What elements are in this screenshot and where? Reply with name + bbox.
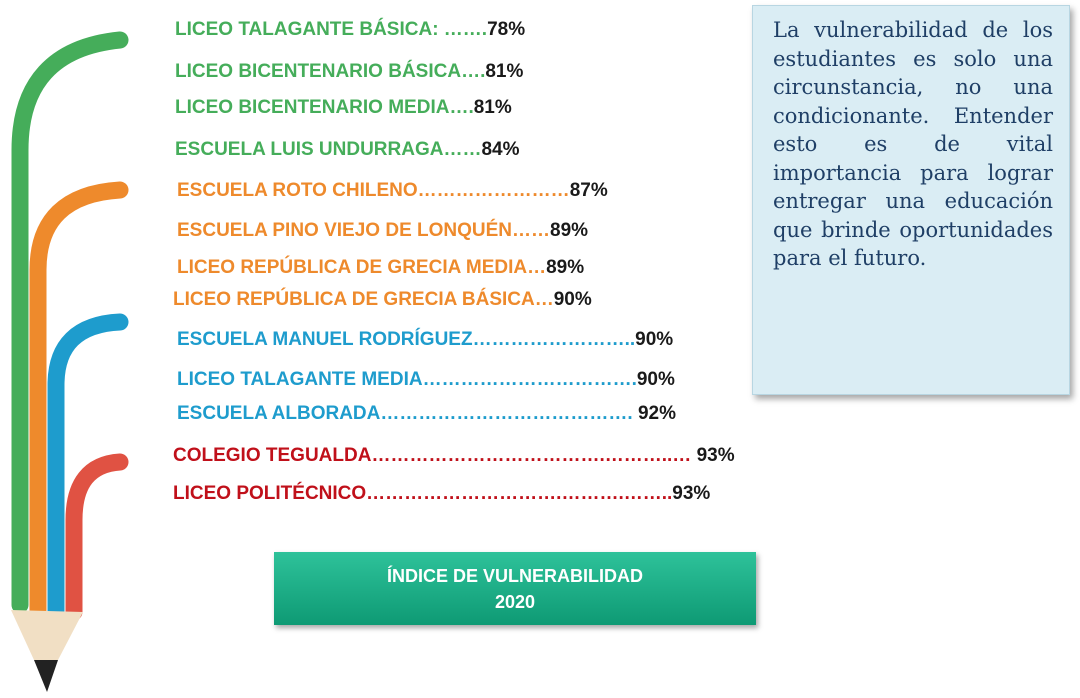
school-name: LICEO REPÚBLICA DE GRECIA BÁSICA… <box>173 288 554 310</box>
pencil-tip <box>34 660 58 692</box>
school-name: ESCUELA ROTO CHILENO…………………… <box>177 180 570 201</box>
school-row: LICEO BICENTENARIO BÁSICA….81% <box>175 60 523 82</box>
school-row: LICEO REPÚBLICA DE GRECIA MEDIA…89% <box>177 256 584 278</box>
percentage: 90% <box>637 369 675 390</box>
percentage: 89% <box>546 257 584 278</box>
school-name: ESCUELA LUIS UNDURRAGA…… <box>175 139 481 160</box>
school-name: ESCUELA PINO VIEJO DE LONQUÉN…… <box>177 219 550 241</box>
school-row: LICEO REPÚBLICA DE GRECIA BÁSICA…90% <box>173 288 592 310</box>
pencil-wood <box>11 610 83 660</box>
percentage: 87% <box>570 180 608 201</box>
school-row: LICEO POLITÉCNICO………………………….……….……..93% <box>173 482 710 504</box>
red-stroke <box>74 462 120 612</box>
percentage: 92% <box>638 403 676 424</box>
school-name: COLEGIO TEGUALDA……………………………….………..… <box>173 445 697 466</box>
school-row: LICEO TALAGANTE BÁSICA: …….78% <box>175 18 525 40</box>
title-button[interactable]: ÍNDICE DE VULNERABILIDAD 2020 <box>274 552 756 625</box>
school-name: LICEO BICENTENARIO BÁSICA…. <box>175 60 485 82</box>
note-box: La vulnerabilidad de los estudiantes es … <box>752 5 1070 395</box>
percentage: 81% <box>485 61 523 82</box>
percentage: 93% <box>672 483 710 504</box>
pencil <box>20 40 120 612</box>
school-name: LICEO TALAGANTE MEDIA……………………………. <box>177 369 637 390</box>
school-row: ESCUELA PINO VIEJO DE LONQUÉN……89% <box>177 219 588 241</box>
school-row: LICEO BICENTENARIO MEDIA….81% <box>175 97 512 118</box>
school-row: ESCUELA ROTO CHILENO……………………87% <box>177 180 608 201</box>
percentage: 81% <box>474 97 512 118</box>
percentage: 84% <box>481 139 519 160</box>
school-name: ESCUELA MANUEL RODRÍGUEZ…………………….. <box>177 328 635 350</box>
school-row: ESCUELA LUIS UNDURRAGA……84% <box>175 139 520 160</box>
school-name: LICEO REPÚBLICA DE GRECIA MEDIA… <box>177 256 546 278</box>
percentage: 90% <box>635 329 673 350</box>
school-name: ESCUELA ALBORADA…………………………………. <box>177 403 638 424</box>
school-row: COLEGIO TEGUALDA……………………………….………..… 93% <box>173 445 735 466</box>
page: LICEO TALAGANTE BÁSICA: …….78%LICEO BICE… <box>0 0 1080 698</box>
school-name: LICEO BICENTENARIO MEDIA…. <box>175 97 474 118</box>
percentage: 93% <box>697 445 735 466</box>
percentage: 90% <box>554 289 592 310</box>
percentage: 89% <box>550 220 588 241</box>
school-name: LICEO TALAGANTE BÁSICA: ……. <box>175 18 487 40</box>
school-list: LICEO TALAGANTE BÁSICA: …….78%LICEO BICE… <box>173 18 735 504</box>
school-row: ESCUELA MANUEL RODRÍGUEZ……………………..90% <box>177 328 673 350</box>
school-row: LICEO TALAGANTE MEDIA…………………………….90% <box>177 369 675 390</box>
school-row: ESCUELA ALBORADA…………………………………. 92% <box>177 403 676 424</box>
percentage: 78% <box>487 19 525 40</box>
button-line: ÍNDICE DE VULNERABILIDAD <box>274 563 756 589</box>
school-name: LICEO POLITÉCNICO………………………….……….…….. <box>173 482 672 504</box>
button-line: 2020 <box>274 589 756 615</box>
